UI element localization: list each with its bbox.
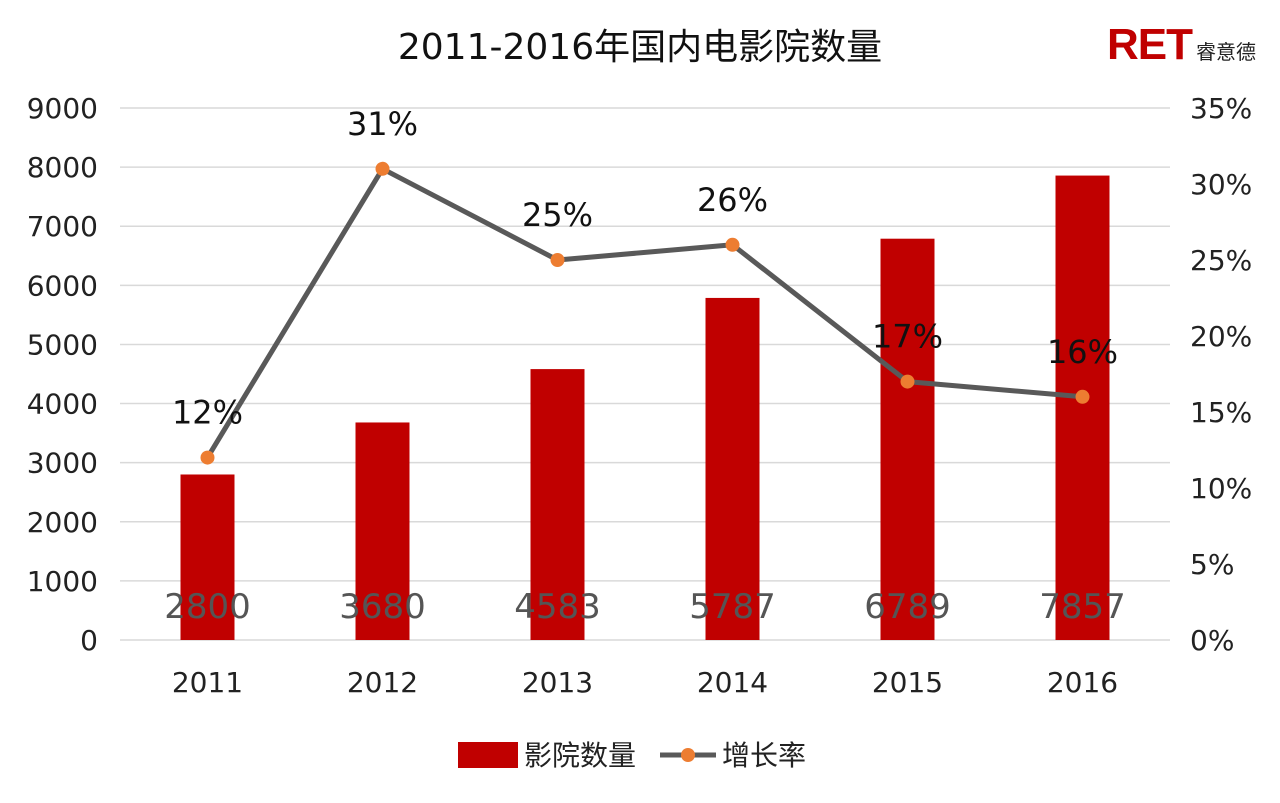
- series-line: [205, 166, 1083, 459]
- line-point: [375, 161, 390, 176]
- bar-value-label: 2800: [164, 587, 251, 627]
- bar-value-label: 7857: [1039, 587, 1126, 627]
- y-left-tick-label: 8000: [27, 151, 98, 184]
- point-value-label: 17%: [872, 318, 943, 356]
- line-point: [550, 253, 565, 267]
- point-value-label: 26%: [697, 181, 768, 219]
- y-left-tick-label: 0: [80, 624, 98, 657]
- y-right-tick-label: 20%: [1190, 320, 1252, 353]
- legend-label-line: 增长率: [722, 739, 806, 772]
- bar: [355, 422, 410, 640]
- bar-value-label: 6789: [864, 587, 951, 627]
- bar: [180, 474, 235, 640]
- x-tick-label: 2016: [1047, 666, 1118, 699]
- brand-text: 睿意德: [1196, 40, 1256, 64]
- bar: [705, 297, 760, 640]
- y-left-tick-label: 6000: [27, 269, 98, 302]
- point-value-label: 16%: [1047, 333, 1118, 371]
- y-left-tick-label: 2000: [27, 506, 98, 539]
- x-tick-label: 2014: [697, 666, 768, 699]
- point-value-label: 12%: [172, 394, 243, 432]
- y-left-tick-label: 5000: [27, 328, 98, 361]
- bar: [1055, 175, 1110, 640]
- y-right-tick-label: 5%: [1190, 548, 1234, 581]
- y-left-tick-label: 3000: [27, 447, 98, 480]
- brand-mark: RET: [1107, 20, 1193, 69]
- bar-value-label: 3680: [339, 587, 426, 627]
- point-value-label: 31%: [347, 105, 418, 143]
- x-tick-label: 2015: [872, 666, 943, 699]
- y-left-tick-label: 9000: [27, 92, 98, 125]
- chart-title: 2011-2016年国内电影院数量: [397, 27, 883, 68]
- bar-value-label: 5787: [689, 587, 776, 627]
- legend-swatch-bars: [458, 742, 518, 768]
- y-right-tick-label: 25%: [1190, 244, 1252, 277]
- bar: [530, 369, 585, 640]
- legend-label-bars: 影院数量: [524, 739, 636, 772]
- y-left-tick-label: 7000: [27, 210, 98, 243]
- legend-swatch-marker: [681, 748, 695, 762]
- y-left-tick-label: 1000: [27, 565, 98, 598]
- bar-value-label: 4583: [514, 587, 601, 627]
- y-right-tick-label: 0%: [1190, 624, 1234, 657]
- y-right-tick-label: 35%: [1190, 92, 1252, 125]
- y-left-tick-label: 4000: [27, 388, 98, 421]
- line-point: [725, 237, 740, 252]
- bar: [880, 238, 935, 640]
- point-value-label: 25%: [522, 196, 593, 234]
- y-right-tick-label: 15%: [1190, 396, 1252, 429]
- line-point: [1075, 389, 1090, 404]
- y-right-tick-label: 30%: [1190, 168, 1252, 201]
- line-point: [900, 374, 915, 389]
- y-right-tick-label: 10%: [1190, 472, 1252, 505]
- x-tick-label: 2013: [522, 666, 593, 699]
- x-tick-label: 2011: [172, 666, 243, 699]
- brand-logo: RET 睿意德: [1107, 20, 1256, 70]
- line-point: [200, 450, 215, 465]
- x-tick-label: 2012: [347, 666, 418, 699]
